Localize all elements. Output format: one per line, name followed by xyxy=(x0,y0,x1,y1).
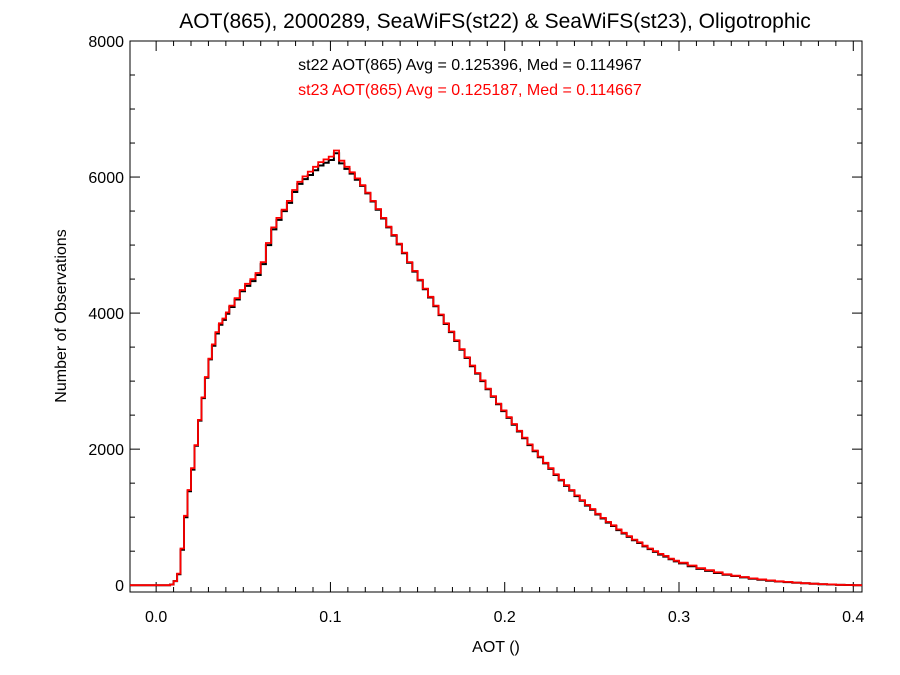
x-tick-label: 0.1 xyxy=(319,609,341,626)
y-tick-label: 0 xyxy=(115,578,124,595)
y-axis: 0 2000 4000 6000 8000 xyxy=(88,34,862,595)
x-axis-label: AOT () xyxy=(472,639,520,656)
y-tick-label: 2000 xyxy=(88,442,124,459)
chart-title: AOT(865), 2000289, SeaWiFS(st22) & SeaWi… xyxy=(179,10,810,33)
series-line-st23 xyxy=(130,149,862,587)
y-tick-label: 4000 xyxy=(88,306,124,323)
annotation-st23: st23 AOT(865) Avg = 0.125187, Med = 0.11… xyxy=(298,82,642,99)
x-tick-label: 0.4 xyxy=(842,609,864,626)
series-line-st22 xyxy=(130,152,862,587)
x-tick-label: 0.2 xyxy=(494,609,516,626)
x-tick-label: 0.0 xyxy=(145,609,167,626)
series-layer xyxy=(130,149,862,587)
y-tick-label: 8000 xyxy=(88,34,124,51)
annotation-st22: st22 AOT(865) Avg = 0.125396, Med = 0.11… xyxy=(298,57,642,74)
plot-frame xyxy=(129,40,863,593)
y-axis-label: Number of Observations xyxy=(53,229,70,402)
x-tick-label: 0.3 xyxy=(668,609,690,626)
y-tick-label: 6000 xyxy=(88,170,124,187)
x-axis: 0.0 0.1 0.2 0.3 0.4 xyxy=(145,41,865,626)
